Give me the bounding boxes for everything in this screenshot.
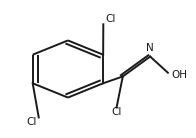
Text: Cl: Cl <box>111 108 122 117</box>
Text: N: N <box>146 43 154 54</box>
Text: Cl: Cl <box>26 117 37 127</box>
Text: Cl: Cl <box>105 14 116 24</box>
Text: OH: OH <box>172 70 187 80</box>
